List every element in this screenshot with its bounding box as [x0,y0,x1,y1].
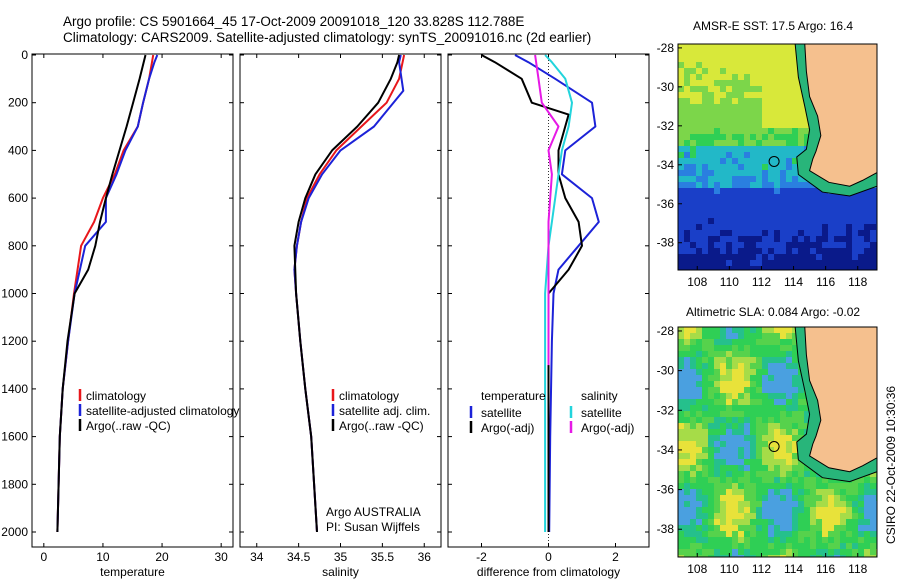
y-tick-label: 1600 [1,430,28,444]
map-x-tick-label: 118 [848,275,867,289]
x-tick-label: 35 [334,550,348,564]
map-y-tick-label: -32 [657,119,675,133]
x-tick-label: 0 [545,550,552,564]
map-x-tick-label: 110 [720,562,739,576]
map-y-tick-label: -28 [657,41,675,55]
land-mass [804,44,877,187]
legend-label: satellite adj. clim. [339,404,430,418]
x-tick-label: 35.5 [371,550,395,564]
figure-title-line2: Climatology: CARS2009. Satellite-adjuste… [63,30,592,45]
legend-label: satellite [581,406,622,420]
temperature-axes-box [31,53,234,548]
legend-label: Argo(-adj) [581,421,634,435]
x-tick-label: -2 [476,550,487,564]
x-axis-label: difference from climatology [477,565,620,579]
map-x-tick-label: 118 [848,562,867,576]
map-frame [677,326,878,558]
map-x-tick-label: 116 [816,275,835,289]
x-tick-label: 30 [214,550,228,564]
map-y-tick-label: -34 [657,158,675,172]
difference-series-3 [534,54,560,366]
map-y-tick-label: -28 [657,324,675,338]
map-frame [677,43,878,271]
y-tick-label: 800 [8,239,28,253]
y-tick-label: 1200 [1,334,28,348]
y-tick-label: 0 [21,48,28,62]
legend-group-title: salinity [581,389,618,403]
map-x-tick-label: 110 [720,275,739,289]
argo-annotation: Argo AUSTRALIA [326,505,421,519]
map-y-tick-label: -36 [657,197,675,211]
difference-series-2 [544,54,573,532]
y-tick-label: 200 [8,96,28,110]
map-x-tick-label: 112 [752,275,771,289]
salinity-series-2 [293,54,401,533]
x-axis-label: salinity [322,565,359,579]
figure-title-line1: Argo profile: CS 5901664_45 17-Oct-2009 … [63,14,525,29]
salinity-axes-box [239,53,442,548]
y-tick-label: 400 [8,143,28,157]
map-y-tick-label: -38 [657,522,675,536]
legend-label: climatology [86,389,146,403]
legend-label: satellite [481,406,522,420]
y-tick-label: 1400 [1,382,28,396]
csiro-timestamp: CSIRO 22-Oct-2009 10:30:36 [884,385,898,544]
x-axis-label: temperature [100,565,165,579]
map-y-tick-label: -36 [657,483,675,497]
legend-label: Argo(..raw -QC) [86,419,171,433]
y-tick-label: 1000 [1,287,28,301]
isobath-line [794,44,877,197]
map-x-tick-label: 114 [784,562,803,576]
x-tick-label: 2 [612,550,619,564]
isobath-line [794,327,877,483]
x-tick-label: 10 [96,550,110,564]
temperature-series-2 [56,54,147,533]
x-tick-label: 20 [155,550,169,564]
map-y-tick-label: -32 [657,403,675,417]
sla-map-title: Altimetric SLA: 0.084 Argo: -0.02 [686,305,861,319]
map-x-tick-label: 114 [784,275,803,289]
amsre-sst-map: 108 110 112 114 116 118 -28 -30 -32 -34 -36 -38 [657,41,878,289]
y-tick-label: 2000 [1,525,28,539]
legend-label: satellite-adjusted climatology [86,404,239,418]
land-mass [804,327,877,473]
map-y-tick-label: -30 [657,80,675,94]
legend-label: Argo(..raw -QC) [339,419,424,433]
map-x-tick-label: 112 [752,562,771,576]
salinity-panel: 34 34.5 35 35.5 36 salinity climatologysatelli… [239,53,442,579]
legend-group-title: temperature [481,389,546,403]
temperature-panel: 0 10 20 30 temperature 0 200 400 600 800 1000 1200 1… [1,48,239,579]
x-tick-label: 0 [40,550,47,564]
y-tick-label: 1800 [1,477,28,491]
altimetric-sla-map: 108 110 112 114 116 118 -28 -30 -32 -34 -36 -38 [657,324,878,576]
map-y-tick-label: -30 [657,364,675,378]
y-tick-label: 600 [8,191,28,205]
map-y-tick-label: -34 [657,443,675,457]
argo-location-marker [768,441,780,453]
map-x-tick-label: 116 [816,562,835,576]
sst-map-title: AMSR-E SST: 17.5 Argo: 16.4 [693,19,854,33]
pi-annotation: PI: Susan Wijffels [326,520,420,534]
map-x-tick-label: 108 [687,562,707,576]
x-tick-label: 34 [250,550,264,564]
legend-label: climatology [339,389,399,403]
argo-location-marker [768,155,780,167]
x-tick-label: 34.5 [287,550,311,564]
map-x-tick-label: 108 [687,275,707,289]
legend-label: Argo(-adj) [481,421,534,435]
x-tick-label: 36 [418,550,432,564]
map-y-tick-label: -38 [657,236,675,250]
